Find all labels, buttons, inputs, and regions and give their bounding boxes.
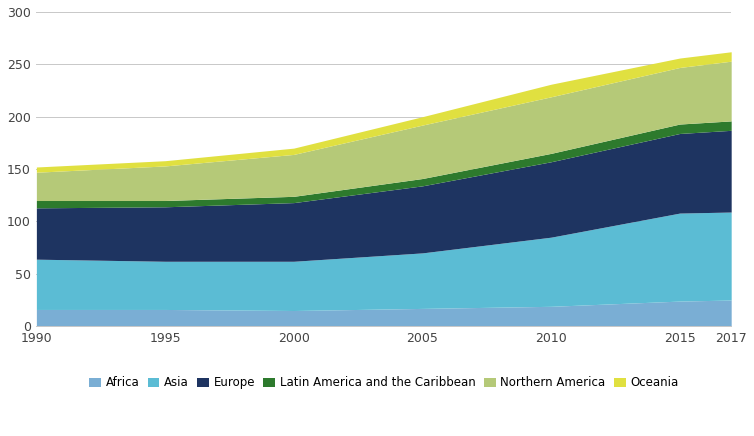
Legend: Africa, Asia, Europe, Latin America and the Caribbean, Northern America, Oceania: Africa, Asia, Europe, Latin America and … xyxy=(89,376,679,389)
